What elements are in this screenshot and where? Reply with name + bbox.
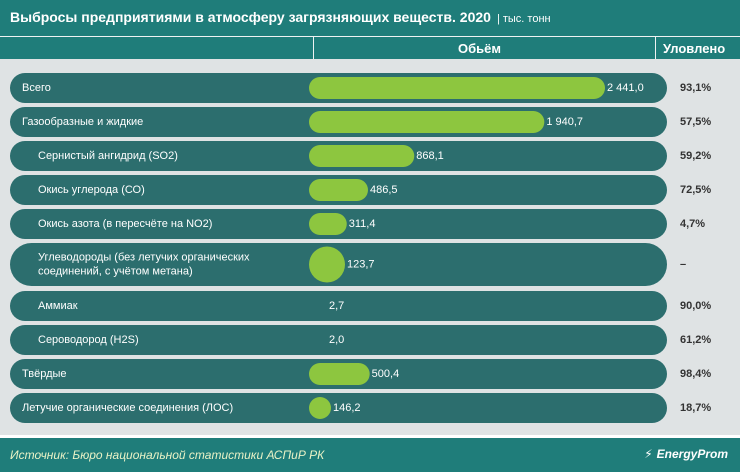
category-label: Аммиак [38,300,78,312]
value-label: 486,5 [370,184,398,196]
data-bar [309,397,331,419]
category-label: Окись азота (в пересчёте на NO2) [38,218,212,230]
category-label: Сероводород (H2S) [38,334,139,346]
value-label: 1 940,7 [546,116,583,128]
data-bar [309,179,368,201]
source-note: Источник: Бюро национальной статистики А… [10,448,325,462]
data-bar [309,363,370,385]
unit-label: | тыс. тонн [496,13,551,25]
value-label: 2,0 [329,334,344,346]
category-label: Окись углерода (СО) [38,184,145,196]
data-bar [309,246,345,283]
lightning-bolt-icon: ⚡ [644,447,653,461]
chart-header: Выбросы предприятиями в атмосферу загряз… [0,0,740,36]
row-background [10,325,667,355]
captured-percent-label: 57,5% [680,116,711,128]
column-separator [655,37,656,59]
category-label-line: соединений, с учётом метана) [38,265,193,277]
category-label: Углеводороды (без летучих органических со… [38,251,250,277]
value-label: 2 441,0 [607,82,644,94]
data-bar [309,145,415,167]
captured-percent-label: 18,7% [680,402,711,414]
value-label: 500,4 [372,368,400,380]
energyprom-logo: ⚡ EnergyProm [644,447,728,461]
captured-percent-label: 93,1% [680,82,711,94]
data-bar [309,213,347,235]
row-background [10,393,667,423]
value-label: 123,7 [347,258,375,270]
chart-title-text: Выбросы предприятиями в атмосферу загряз… [10,9,491,25]
category-label: Летучие органические соединения (ЛОС) [22,402,233,414]
category-label-line: Углеводороды (без летучих органических [38,251,250,263]
captured-percent-label: 98,4% [680,368,711,380]
value-label: 146,2 [333,402,361,414]
logo-text: EnergyProm [656,447,728,461]
captured-percent-label: 90,0% [680,300,711,312]
data-bar [309,111,545,133]
captured-percent-label: – [680,258,686,270]
column-separator [313,37,314,59]
category-label: Газообразные и жидкие [22,116,143,128]
category-label: Твёрдые [22,368,67,380]
category-label: Всего [22,82,51,94]
captured-percent-label: 72,5% [680,184,711,196]
value-label: 868,1 [416,150,444,162]
category-label: Сернистый ангидрид (SO2) [38,150,178,162]
chart-footer: Источник: Бюро национальной статистики А… [0,435,740,472]
captured-percent-label: 59,2% [680,150,711,162]
data-bar [309,77,605,99]
row-background [10,291,667,321]
value-label: 311,4 [349,218,376,230]
value-label: 2,7 [329,300,344,312]
column-header-bar: Обьём Уловлено [0,36,740,59]
captured-percent-label: 61,2% [680,334,711,346]
column-header-volume: Обьём [458,41,501,56]
column-header-captured: Уловлено [663,41,726,56]
chart-title: Выбросы предприятиями в атмосферу загряз… [10,9,551,25]
captured-percent-label: 4,7% [680,218,705,230]
